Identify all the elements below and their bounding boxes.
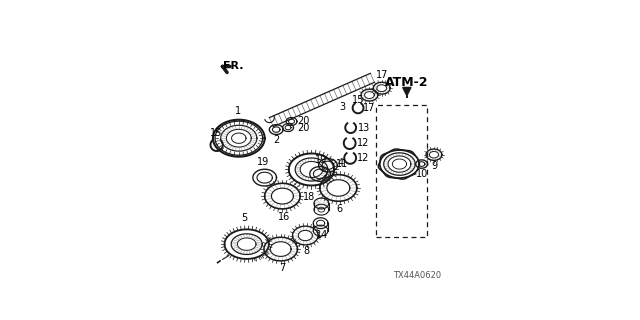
Text: 12: 12 [357, 153, 369, 163]
Text: 10: 10 [415, 169, 428, 179]
Text: 20: 20 [298, 116, 310, 126]
Text: 19: 19 [316, 155, 328, 164]
Text: 15: 15 [211, 128, 223, 138]
Text: 6: 6 [337, 204, 342, 214]
Text: 3: 3 [340, 102, 346, 112]
Text: 1: 1 [234, 106, 241, 116]
Text: 4: 4 [338, 158, 344, 168]
Text: 5: 5 [241, 213, 247, 223]
Text: 19: 19 [257, 157, 269, 167]
Text: 12: 12 [357, 138, 369, 148]
Text: 9: 9 [431, 161, 437, 171]
Text: 2: 2 [273, 135, 280, 145]
Text: 18: 18 [303, 192, 316, 202]
Text: 17: 17 [376, 70, 388, 80]
Text: 14: 14 [316, 230, 328, 240]
Text: 13: 13 [358, 123, 370, 132]
Text: ATM-2: ATM-2 [385, 76, 429, 89]
Text: 17: 17 [364, 103, 376, 113]
Text: 16: 16 [278, 212, 290, 222]
Text: FR.: FR. [223, 61, 244, 71]
Text: 11: 11 [336, 159, 348, 169]
Text: 15: 15 [352, 95, 364, 105]
Text: 7: 7 [279, 263, 285, 273]
Text: 20: 20 [298, 123, 310, 132]
Text: TX44A0620: TX44A0620 [393, 271, 442, 280]
Text: 8: 8 [303, 246, 310, 256]
